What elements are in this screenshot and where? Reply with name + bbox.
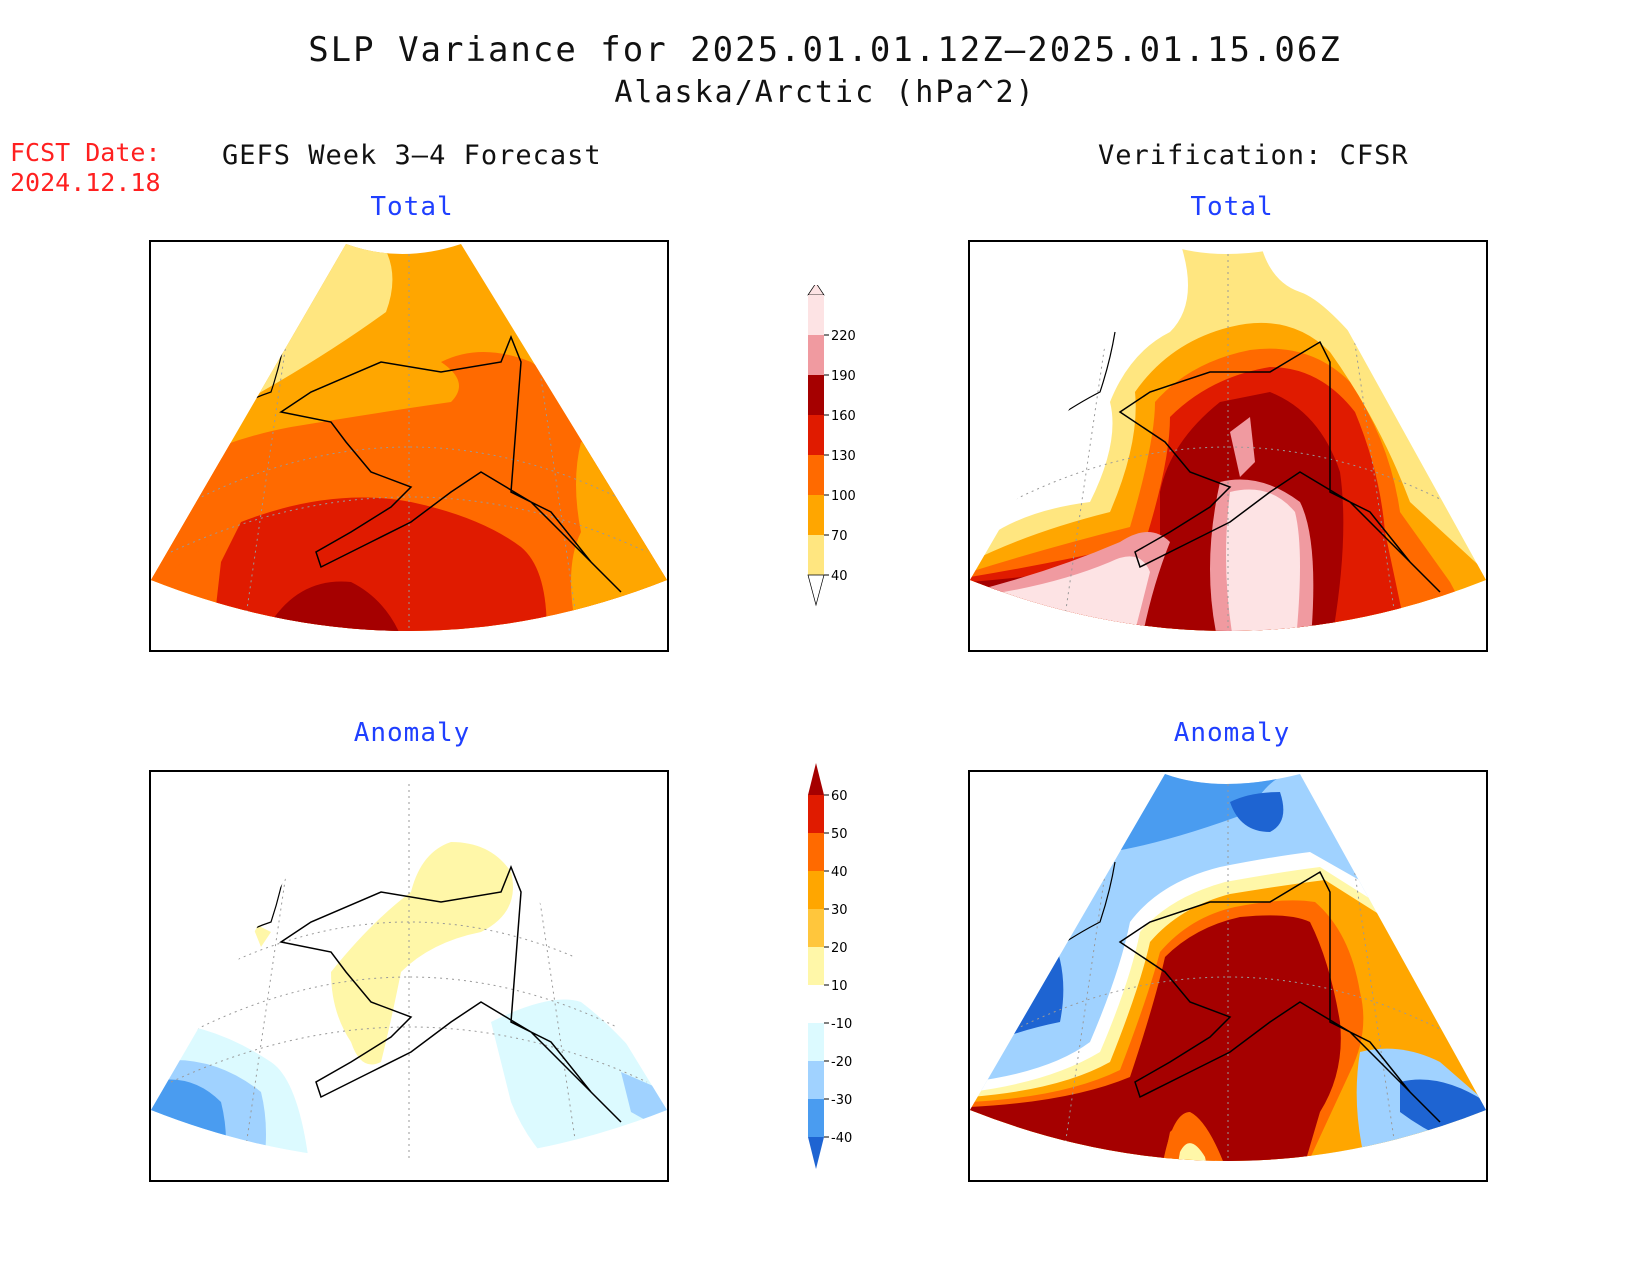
colorbar-top-arrow bbox=[807, 282, 825, 296]
alaska-coastline bbox=[279, 864, 622, 1123]
verification-total-map bbox=[968, 240, 1488, 652]
alaska-coastline bbox=[1118, 870, 1441, 1123]
anomaly-swatch-9 bbox=[808, 1099, 824, 1137]
contour-70-100-b bbox=[571, 442, 667, 631]
colorbar-bottom-arrow bbox=[807, 574, 825, 607]
anomaly-swatch-3 bbox=[808, 871, 824, 909]
verification-anomaly-map bbox=[968, 770, 1488, 1182]
anomaly-label-40: 40 bbox=[831, 865, 848, 880]
fcst-date-label: FCST Date: bbox=[10, 138, 161, 167]
colorbar-swatch-0 bbox=[808, 535, 824, 575]
graticule bbox=[170, 774, 648, 1161]
forecast-total-map bbox=[149, 240, 669, 652]
colorbar-swatch-3 bbox=[808, 415, 824, 455]
anomaly-label-20: 20 bbox=[831, 941, 848, 956]
anomaly-colorbar: 60 50 40 30 20 10 -10 -20 -30 -40 bbox=[790, 755, 870, 1205]
anomaly-label--20: -20 bbox=[831, 1055, 852, 1070]
anomaly-swatch-8 bbox=[808, 1061, 824, 1099]
anomaly-label-60: 60 bbox=[831, 789, 848, 804]
anomaly-label-10: 10 bbox=[831, 979, 848, 994]
anomaly-label-50: 50 bbox=[831, 827, 848, 842]
anomaly-label--10: -10 bbox=[831, 1017, 852, 1032]
colorbar-label-190: 190 bbox=[831, 369, 856, 384]
anomaly-swatch-7 bbox=[808, 1023, 824, 1061]
verification-column-header: Verification: CFSR bbox=[1098, 140, 1409, 171]
anomaly-bottom-arrow bbox=[808, 1137, 824, 1169]
forecast-column-header: GEFS Week 3–4 Forecast bbox=[222, 140, 602, 171]
anomaly-label--30: -30 bbox=[831, 1093, 852, 1108]
verification-anomaly-label: Anomaly bbox=[1173, 718, 1291, 748]
anomaly-label--40: -40 bbox=[831, 1131, 852, 1146]
anomaly-top-arrow bbox=[808, 763, 824, 795]
colorbar-swatch-6 bbox=[808, 295, 824, 335]
anomaly-swatch-4 bbox=[808, 909, 824, 947]
alaska-coastline bbox=[279, 334, 622, 593]
graticule bbox=[170, 244, 648, 631]
colorbar-label-160: 160 bbox=[831, 409, 856, 424]
colorbar-label-130: 130 bbox=[831, 449, 856, 464]
contour-above-60 bbox=[970, 915, 1341, 1161]
graticule bbox=[1009, 244, 1447, 631]
forecast-total-label: Total bbox=[370, 192, 454, 222]
anomaly-swatch-2 bbox=[808, 833, 824, 871]
colorbar-label-40: 40 bbox=[831, 569, 848, 584]
colorbar-label-100: 100 bbox=[831, 489, 856, 504]
colorbar-label-220: 220 bbox=[831, 329, 856, 344]
figure-subtitle: Alaska/Arctic (hPa^2) bbox=[614, 75, 1036, 110]
forecast-anomaly-label: Anomaly bbox=[353, 718, 471, 748]
colorbar-swatch-1 bbox=[808, 495, 824, 535]
alaska-coastline bbox=[1118, 340, 1441, 593]
graticule bbox=[1009, 774, 1447, 1161]
contour-160-190 bbox=[271, 581, 406, 631]
colorbar-label-70: 70 bbox=[831, 529, 848, 544]
anomaly-swatch-5 bbox=[808, 947, 824, 985]
colorbar-swatch-4 bbox=[808, 375, 824, 415]
figure-title: SLP Variance for 2025.01.01.12Z–2025.01.… bbox=[308, 30, 1342, 70]
anomaly-swatch-6 bbox=[808, 985, 824, 1023]
contour-10-20-b bbox=[1175, 1143, 1210, 1161]
verification-total-label: Total bbox=[1190, 192, 1274, 222]
colorbar-swatch-2 bbox=[808, 455, 824, 495]
anomaly-label-30: 30 bbox=[831, 903, 848, 918]
total-colorbar: 40 70 100 130 160 190 220 bbox=[790, 282, 870, 610]
fcst-date-value: 2024.12.18 bbox=[10, 168, 161, 197]
forecast-anomaly-map bbox=[149, 770, 669, 1182]
contour-below-neg40-b bbox=[1230, 792, 1284, 832]
colorbar-swatch-5 bbox=[808, 335, 824, 375]
contour-220-plus-b bbox=[1226, 489, 1300, 631]
anomaly-swatch-1 bbox=[808, 795, 824, 833]
fcst-date-block: FCST Date: 2024.12.18 bbox=[10, 138, 161, 198]
